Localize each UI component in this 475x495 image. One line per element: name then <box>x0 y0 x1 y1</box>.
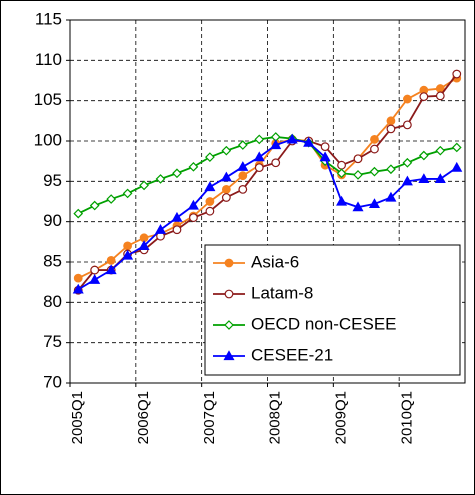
x-tick-label: 2010Q1 <box>398 391 415 444</box>
marker <box>402 120 412 130</box>
y-tick-label: 100 <box>34 130 62 149</box>
marker <box>205 206 215 216</box>
y-tick-label: 115 <box>35 9 62 28</box>
marker <box>386 164 396 175</box>
marker <box>122 249 134 260</box>
marker <box>72 283 84 294</box>
marker <box>352 201 364 212</box>
plot-border <box>69 19 466 384</box>
marker <box>353 154 363 164</box>
marker <box>221 184 231 194</box>
marker <box>435 145 446 156</box>
marker <box>188 161 199 172</box>
marker <box>122 188 133 199</box>
marker <box>303 136 315 147</box>
marker <box>221 145 232 156</box>
marker <box>138 240 150 250</box>
marker <box>385 191 397 202</box>
marker <box>89 200 100 211</box>
legend-label: OECD non-CESEE <box>251 314 397 333</box>
marker <box>370 134 379 144</box>
marker <box>224 289 234 299</box>
marker <box>319 151 331 162</box>
marker <box>253 151 265 162</box>
x-tick-label: 2007Q1 <box>201 391 218 444</box>
marker <box>204 181 216 192</box>
marker <box>205 197 215 206</box>
marker <box>286 133 298 144</box>
marker <box>237 161 249 171</box>
y-tick-label: 110 <box>35 50 62 69</box>
marker <box>205 152 215 162</box>
y-tick-label: 95 <box>43 171 62 190</box>
marker <box>370 144 379 154</box>
marker <box>90 265 100 275</box>
marker <box>336 168 347 179</box>
marker <box>123 241 133 251</box>
marker <box>254 163 264 173</box>
marker <box>419 92 429 102</box>
legend-box <box>204 244 461 376</box>
marker <box>435 91 445 101</box>
y-tick-label: 105 <box>34 90 62 109</box>
marker <box>105 264 117 275</box>
x-tick-label: 2006Q1 <box>135 391 152 444</box>
x-tick-label: 2009Q1 <box>333 391 350 444</box>
marker <box>155 174 166 184</box>
marker <box>73 208 84 219</box>
marker <box>238 171 248 181</box>
marker <box>419 150 429 161</box>
legend-label: Latam-8 <box>251 283 313 302</box>
marker <box>171 211 183 222</box>
marker <box>221 193 231 202</box>
marker <box>106 194 116 204</box>
legend-label: Asia-6 <box>251 252 299 271</box>
marker <box>270 139 282 150</box>
marker <box>451 161 463 172</box>
x-tick-label: 2005Q1 <box>69 391 86 444</box>
marker <box>254 134 265 145</box>
marker <box>368 198 381 209</box>
marker <box>187 199 199 210</box>
marker <box>320 142 330 152</box>
y-tick-label: 90 <box>43 211 62 230</box>
marker <box>451 142 462 153</box>
marker <box>336 195 348 206</box>
marker <box>154 224 167 234</box>
marker <box>238 184 248 194</box>
marker <box>369 166 380 177</box>
marker <box>418 173 430 184</box>
marker <box>139 180 149 191</box>
marker <box>402 157 413 168</box>
y-tick-label: 80 <box>43 292 62 311</box>
marker <box>106 255 116 265</box>
marker <box>386 124 396 134</box>
marker <box>452 69 462 79</box>
marker <box>89 274 101 284</box>
y-tick-label: 85 <box>43 251 62 270</box>
marker <box>353 170 363 180</box>
y-tick-label: 70 <box>43 372 62 391</box>
marker <box>189 213 198 223</box>
marker <box>224 258 234 268</box>
marker <box>237 140 248 150</box>
marker <box>401 175 413 186</box>
marker <box>223 350 235 361</box>
marker <box>434 173 446 184</box>
x-tick-label: 2008Q1 <box>267 391 284 444</box>
legend-label: CESEE-21 <box>251 345 333 364</box>
marker <box>337 160 346 170</box>
marker <box>73 273 83 283</box>
marker <box>172 225 182 235</box>
y-tick-label: 75 <box>43 332 62 351</box>
marker <box>172 168 182 179</box>
marker <box>224 320 234 330</box>
marker <box>386 116 396 126</box>
marker <box>220 171 232 182</box>
marker <box>271 158 281 168</box>
marker <box>402 94 412 104</box>
